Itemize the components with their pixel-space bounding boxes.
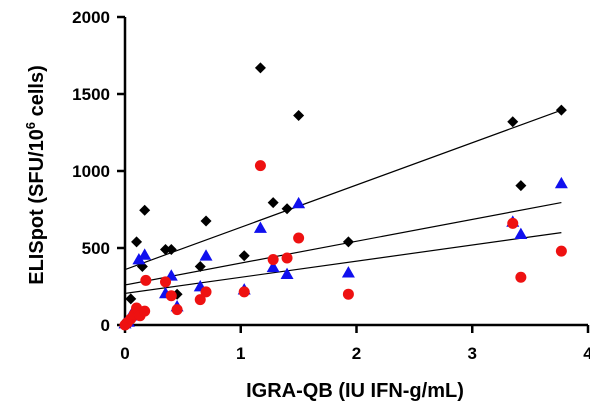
circle-point: [342, 288, 354, 300]
x-tick-label: 4: [583, 344, 590, 363]
y-tick-label: 0: [101, 316, 110, 335]
diamond-point: [165, 244, 177, 256]
fit-line: [124, 109, 562, 271]
x-tick-label: 2: [352, 344, 361, 363]
circle-point: [194, 294, 206, 306]
diamond-point: [342, 236, 354, 248]
axes: [117, 15, 590, 333]
triangle-point: [199, 249, 213, 261]
triangle-point: [292, 196, 306, 209]
triangle-point: [138, 248, 152, 260]
y-axis-title-superscript: 6: [23, 122, 38, 129]
diamond-point: [139, 204, 151, 216]
y-axis-title-tail: cells): [26, 65, 48, 122]
diamond-point: [293, 110, 305, 122]
tick-labels: 0 1 2 3 4 0 500 1000 1500 2000: [72, 8, 590, 363]
triangle-point: [554, 176, 568, 189]
triangle-point: [341, 266, 355, 278]
y-tick-label: 500: [82, 239, 110, 258]
diamond-point: [267, 197, 279, 209]
diamond-point: [238, 250, 250, 262]
triangle-point: [280, 267, 294, 280]
x-axis-title: IGRA-QB (IU IFN-g/mL): [246, 380, 464, 402]
circle-point: [139, 305, 151, 317]
diamond-point: [160, 244, 172, 256]
circle-point: [200, 286, 212, 298]
triangle-point: [266, 260, 280, 273]
diamond-point: [515, 180, 527, 192]
data-points: [118, 62, 568, 331]
diamond-point: [555, 104, 567, 116]
circle-point: [515, 271, 527, 283]
circle-point: [293, 232, 305, 244]
circle-point: [507, 217, 519, 229]
circle-point: [171, 304, 183, 316]
y-axis-title-main: ELISpot (SFU/10: [26, 129, 48, 285]
diamond-point: [200, 215, 212, 227]
triangle-point: [253, 221, 267, 233]
fit-line: [124, 201, 562, 286]
y-axis-title: ELISpot (SFU/106 cells): [23, 65, 48, 285]
circle-point: [555, 245, 567, 257]
fit-lines: [124, 109, 562, 295]
x-tick-label: 0: [120, 344, 129, 363]
circle-point: [281, 252, 293, 264]
diamond-point: [125, 293, 137, 305]
circle-point: [267, 254, 279, 266]
circle-point: [238, 286, 250, 298]
circle-point: [254, 160, 266, 172]
diamond-point: [507, 116, 519, 128]
triangle-point: [514, 227, 528, 240]
x-tick-label: 3: [468, 344, 477, 363]
diamond-point: [254, 62, 266, 74]
y-tick-label: 2000: [72, 8, 110, 27]
circle-point: [160, 276, 172, 288]
fit-line: [124, 232, 562, 295]
circle-point: [165, 290, 177, 302]
diamond-point: [194, 260, 206, 272]
circle-point: [140, 274, 152, 286]
y-tick-label: 1500: [72, 85, 110, 104]
y-tick-label: 1000: [72, 162, 110, 181]
diamond-point: [131, 236, 143, 248]
diamond-point: [281, 203, 293, 215]
x-tick-label: 1: [236, 344, 245, 363]
